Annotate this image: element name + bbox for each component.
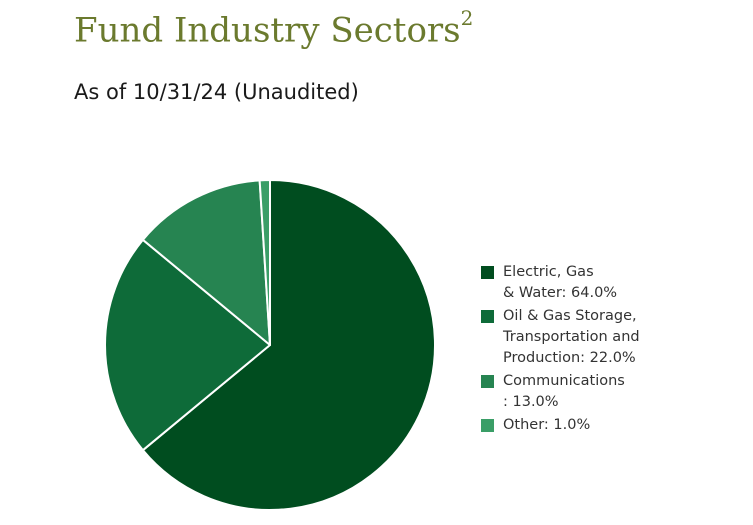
pie-slice-electric-gas-water (141, 179, 436, 511)
legend-swatch (481, 266, 494, 279)
legend-swatch (481, 419, 494, 432)
pie-slice-other (258, 179, 271, 346)
pie-slice-oil-gas-storage-transportation-and-production (104, 238, 271, 452)
legend-item: Oil & Gas Storage, Transportation and Pr… (481, 306, 671, 369)
legend-item: Communications : 13.0% (481, 371, 671, 413)
legend-swatch (481, 310, 494, 323)
chart-subtitle: As of 10/31/24 (Unaudited) (74, 80, 359, 104)
legend-label: Communications : 13.0% (503, 373, 625, 410)
legend-label: Other: 1.0% (503, 417, 591, 433)
chart-title: Fund Industry Sectors2 (74, 6, 473, 51)
legend-item: Electric, Gas & Water: 64.0% (481, 262, 671, 304)
legend-label: Electric, Gas & Water: 64.0% (503, 264, 618, 301)
pie-slices (104, 179, 436, 511)
legend-item: Other: 1.0% (481, 415, 671, 436)
legend-label: Oil & Gas Storage, Transportation and Pr… (503, 308, 640, 366)
chart-legend: Electric, Gas & Water: 64.0% Oil & Gas St… (481, 262, 671, 438)
chart-title-text: Fund Industry Sectors (74, 10, 461, 51)
footnote-superscript: 2 (460, 6, 474, 30)
pie-slice-communications (141, 179, 271, 346)
legend-swatch (481, 375, 494, 388)
pie-chart (104, 179, 436, 511)
